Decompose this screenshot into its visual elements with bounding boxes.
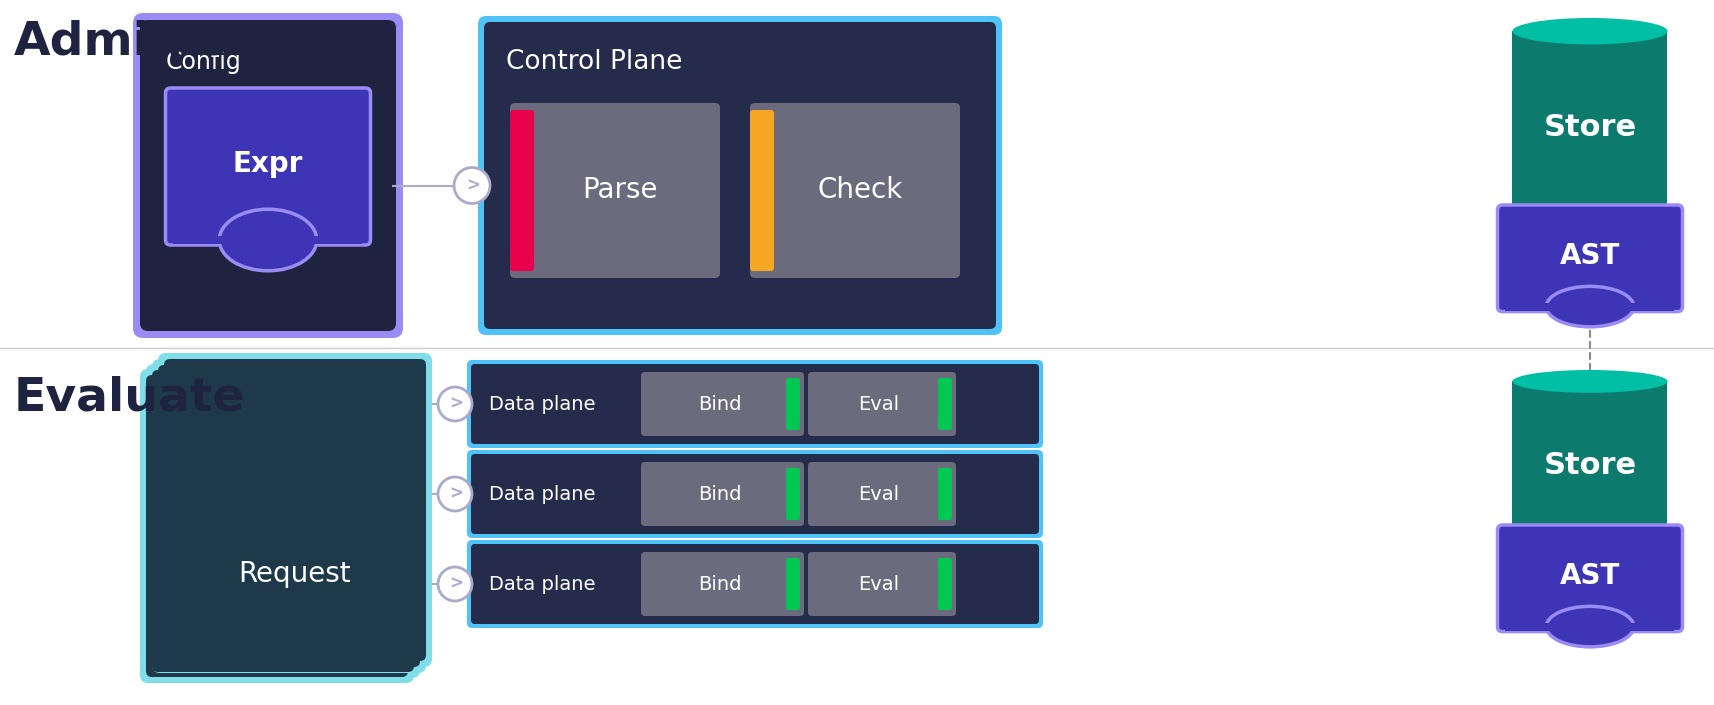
FancyBboxPatch shape: [641, 552, 804, 616]
Ellipse shape: [1512, 537, 1668, 560]
FancyBboxPatch shape: [165, 359, 427, 661]
Text: Expr: Expr: [233, 149, 303, 178]
Text: Evaluate: Evaluate: [14, 376, 245, 420]
FancyBboxPatch shape: [1498, 205, 1683, 312]
FancyBboxPatch shape: [511, 110, 535, 271]
Text: >: >: [449, 395, 463, 413]
Ellipse shape: [219, 209, 317, 271]
Text: Bind: Bind: [698, 484, 740, 503]
Text: Store: Store: [1543, 450, 1637, 479]
FancyBboxPatch shape: [146, 364, 420, 678]
Circle shape: [439, 387, 471, 421]
FancyBboxPatch shape: [466, 450, 1044, 538]
Ellipse shape: [1512, 212, 1668, 238]
Ellipse shape: [1546, 606, 1633, 647]
FancyBboxPatch shape: [141, 20, 396, 331]
Text: Eval: Eval: [859, 484, 900, 503]
FancyBboxPatch shape: [471, 364, 1039, 444]
FancyBboxPatch shape: [807, 462, 956, 526]
Text: Data plane: Data plane: [488, 395, 595, 414]
Text: Administer: Administer: [14, 20, 307, 64]
Text: Check: Check: [818, 176, 903, 204]
FancyBboxPatch shape: [471, 544, 1039, 624]
FancyBboxPatch shape: [807, 372, 956, 436]
FancyBboxPatch shape: [158, 365, 420, 667]
FancyBboxPatch shape: [158, 353, 432, 667]
FancyBboxPatch shape: [787, 378, 800, 430]
FancyBboxPatch shape: [938, 558, 951, 610]
Text: AST: AST: [1560, 243, 1620, 271]
FancyBboxPatch shape: [153, 359, 427, 673]
Text: >: >: [449, 485, 463, 503]
Text: >: >: [449, 575, 463, 593]
Text: >: >: [466, 176, 480, 195]
FancyBboxPatch shape: [751, 103, 960, 278]
FancyBboxPatch shape: [134, 13, 403, 338]
Text: Parse: Parse: [583, 176, 658, 204]
Ellipse shape: [1512, 18, 1668, 44]
Circle shape: [454, 168, 490, 204]
FancyBboxPatch shape: [1498, 525, 1683, 632]
Text: Store: Store: [1543, 114, 1637, 142]
FancyBboxPatch shape: [938, 378, 951, 430]
Text: Data plane: Data plane: [488, 575, 595, 594]
FancyBboxPatch shape: [938, 468, 951, 520]
FancyBboxPatch shape: [641, 462, 804, 526]
Text: Request: Request: [238, 560, 351, 588]
Text: AST: AST: [1560, 563, 1620, 590]
Text: Bind: Bind: [698, 575, 740, 594]
Ellipse shape: [1512, 370, 1668, 393]
FancyBboxPatch shape: [483, 22, 996, 329]
FancyBboxPatch shape: [641, 372, 804, 436]
Bar: [173, 236, 362, 244]
FancyBboxPatch shape: [166, 88, 370, 245]
Bar: [1512, 381, 1668, 548]
Text: Bind: Bind: [698, 395, 740, 414]
FancyBboxPatch shape: [466, 360, 1044, 448]
FancyBboxPatch shape: [466, 540, 1044, 628]
Text: Config: Config: [166, 50, 242, 74]
FancyBboxPatch shape: [751, 110, 775, 271]
FancyBboxPatch shape: [153, 370, 415, 672]
FancyBboxPatch shape: [787, 558, 800, 610]
Circle shape: [439, 477, 471, 511]
FancyBboxPatch shape: [478, 16, 1003, 335]
Text: Eval: Eval: [859, 395, 900, 414]
Text: Control Plane: Control Plane: [506, 49, 682, 75]
Ellipse shape: [1546, 286, 1633, 327]
Bar: [1512, 31, 1668, 225]
Text: Eval: Eval: [859, 575, 900, 594]
Bar: [1505, 302, 1675, 311]
Circle shape: [439, 567, 471, 601]
Bar: [1505, 623, 1675, 630]
FancyBboxPatch shape: [141, 369, 415, 683]
FancyBboxPatch shape: [146, 375, 408, 677]
FancyBboxPatch shape: [471, 454, 1039, 534]
FancyBboxPatch shape: [787, 468, 800, 520]
Text: Data plane: Data plane: [488, 484, 595, 503]
FancyBboxPatch shape: [511, 103, 720, 278]
FancyBboxPatch shape: [807, 552, 956, 616]
